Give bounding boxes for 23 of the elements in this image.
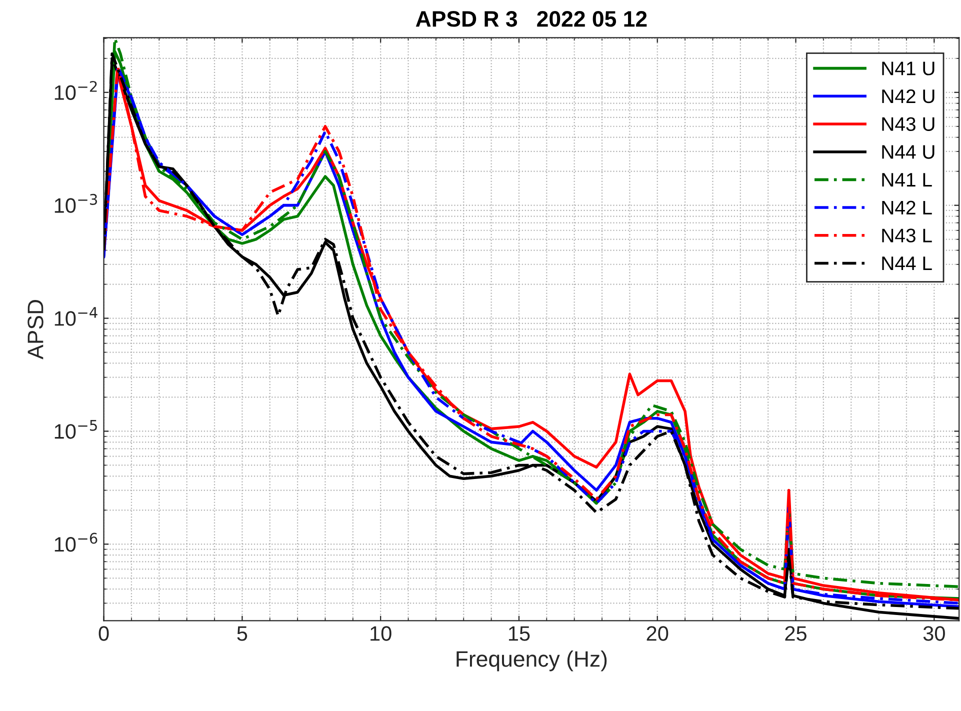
- legend-label: N41 L: [882, 173, 932, 186]
- x-tick-label: 20: [646, 626, 668, 641]
- x-tick-label: 5: [237, 626, 248, 641]
- legend-label: N44 L: [882, 256, 932, 270]
- x-tick-label: 10: [370, 626, 392, 641]
- y-tick-label: 10$^{−4}$: [54, 307, 98, 326]
- legend-label: N42 U: [882, 89, 934, 104]
- x-axis-title: Frequency (Hz): [456, 650, 607, 672]
- legend-label: N41 U: [882, 62, 934, 76]
- x-tick-label: 15: [508, 626, 530, 641]
- legend-label: N43 U: [882, 117, 934, 131]
- y-tick-label: 10$^{−3}$: [54, 194, 98, 213]
- legend-label: N42 L: [882, 200, 932, 214]
- y-axis-title: APSD: [28, 300, 44, 360]
- x-tick-label: 25: [785, 626, 806, 641]
- y-tick-label: 10$^{−2}$: [54, 80, 97, 100]
- legend-label: N43 L: [882, 228, 932, 242]
- x-tick-label: 0: [98, 626, 109, 641]
- x-tick-label: 30: [923, 626, 945, 641]
- y-tick-label: 10$^{−6}$: [54, 532, 98, 552]
- legend-label: N44 U: [882, 145, 934, 159]
- y-tick-label: 10$^{−5}$: [54, 420, 97, 439]
- chart-title: APSD R 3 2022 05 12: [416, 11, 647, 27]
